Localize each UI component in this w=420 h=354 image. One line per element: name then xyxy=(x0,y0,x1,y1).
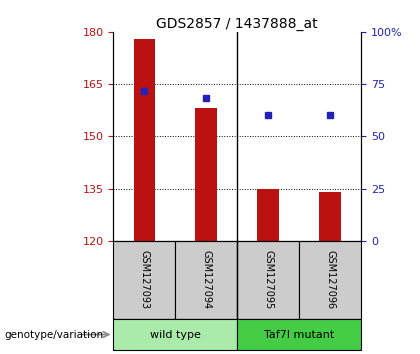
Bar xyxy=(299,241,361,319)
Bar xyxy=(257,188,279,241)
Bar xyxy=(176,241,237,319)
Text: GSM127094: GSM127094 xyxy=(201,250,211,309)
Text: GSM127096: GSM127096 xyxy=(325,250,335,309)
Text: GSM127093: GSM127093 xyxy=(139,250,150,309)
Bar xyxy=(237,241,299,319)
Bar xyxy=(319,192,341,241)
Bar xyxy=(237,319,361,350)
Bar xyxy=(113,319,237,350)
Bar xyxy=(113,241,176,319)
Bar xyxy=(195,108,217,241)
Title: GDS2857 / 1437888_at: GDS2857 / 1437888_at xyxy=(157,17,318,31)
Bar xyxy=(134,39,155,241)
Text: GSM127095: GSM127095 xyxy=(263,250,273,309)
Text: genotype/variation: genotype/variation xyxy=(4,330,103,339)
Text: wild type: wild type xyxy=(150,330,201,339)
Text: Taf7l mutant: Taf7l mutant xyxy=(264,330,334,339)
